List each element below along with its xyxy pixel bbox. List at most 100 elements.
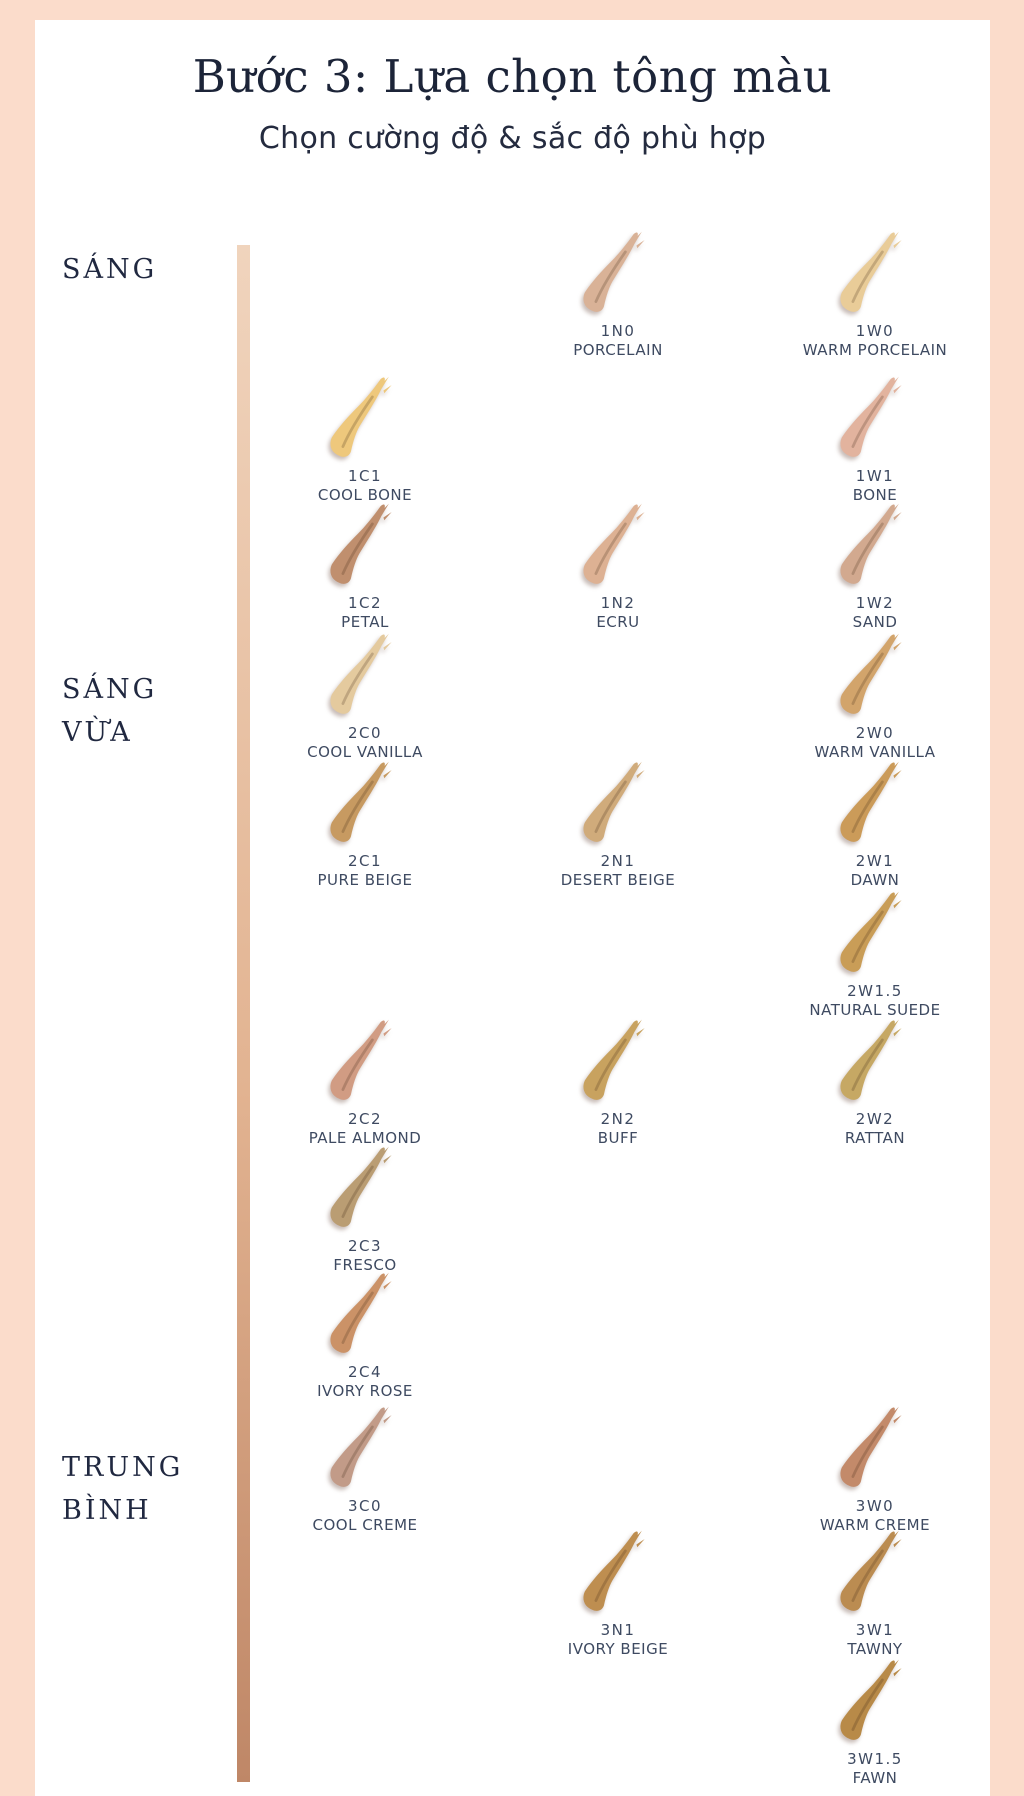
intensity-label-line: SÁNG [62, 254, 158, 285]
shade-caption: 2C1 PURE BEIGE [245, 852, 485, 890]
intensity-label-trung-binh: TRUNG BÌNH [62, 1446, 237, 1532]
shade-code: 3W0 [855, 1497, 895, 1515]
shade-item-1w1: 1W1 BONE [755, 373, 995, 505]
foundation-swatch-smear [839, 1658, 904, 1742]
shade-item-1w2: 1W2 SAND [755, 500, 995, 632]
shade-name: COOL CREME [312, 1516, 418, 1534]
foundation-swatch-smear [329, 375, 394, 459]
shade-item-3c0: 3C0 COOL CREME [245, 1403, 485, 1535]
shade-code: 2C1 [347, 852, 383, 870]
shade-name: RATTAN [844, 1129, 906, 1147]
page-title: Bước 3: Lựa chọn tông màu [192, 50, 833, 103]
shade-code: 2N1 [600, 852, 636, 870]
shade-code: 2N2 [600, 1110, 636, 1128]
shade-name: WARM CREME [819, 1516, 931, 1534]
shade-item-1w0: 1W0 WARM PORCELAIN [755, 228, 995, 360]
shade-caption: 1W0 WARM PORCELAIN [755, 322, 995, 360]
shade-code: 1W2 [855, 594, 895, 612]
shade-code: 3C0 [347, 1497, 383, 1515]
foundation-swatch-smear [839, 1529, 904, 1613]
shade-name: WARM PORCELAIN [802, 341, 948, 359]
shade-item-1n0: 1N0 PORCELAIN [498, 228, 738, 360]
shade-code: 2W0 [855, 724, 895, 742]
shade-code: 2C0 [347, 724, 383, 742]
shade-name: FRESCO [333, 1256, 397, 1274]
foundation-swatch-smear [582, 1018, 647, 1102]
shade-caption: 3C0 COOL CREME [245, 1497, 485, 1535]
foundation-swatch-smear [839, 760, 904, 844]
shade-code: 2W2 [855, 1110, 895, 1128]
shade-item-2c2: 2C2 PALE ALMOND [245, 1016, 485, 1148]
shade-code: 2C3 [347, 1237, 383, 1255]
intensity-scale-bar [237, 245, 250, 1782]
shade-code: 1N0 [600, 322, 636, 340]
shade-caption: 1N0 PORCELAIN [498, 322, 738, 360]
shade-caption: 2C0 COOL VANILLA [245, 724, 485, 762]
foundation-swatch-smear [839, 1018, 904, 1102]
foundation-swatch-smear [839, 632, 904, 716]
shade-name: PURE BEIGE [317, 871, 413, 889]
shade-item-2n1: 2N1 DESERT BEIGE [498, 758, 738, 890]
shade-caption: 1C2 PETAL [245, 594, 485, 632]
shade-caption: 2C2 PALE ALMOND [245, 1110, 485, 1148]
shade-item-2c1: 2C1 PURE BEIGE [245, 758, 485, 890]
intensity-label-line: TRUNG [62, 1452, 184, 1483]
frame-border-right [990, 0, 1024, 1796]
shade-caption: 3W1.5 FAWN [755, 1750, 995, 1788]
foundation-swatch-smear [582, 760, 647, 844]
shade-caption: 1W1 BONE [755, 467, 995, 505]
shade-caption: 3W1 TAWNY [755, 1621, 995, 1659]
shade-name: COOL VANILLA [307, 743, 423, 761]
shade-caption: 2W1 DAWN [755, 852, 995, 890]
intensity-label-line: SÁNG [62, 674, 158, 705]
shade-item-3n1: 3N1 IVORY BEIGE [498, 1527, 738, 1659]
shade-name: TAWNY [847, 1640, 903, 1658]
foundation-swatch-smear [582, 1529, 647, 1613]
shade-caption: 3N1 IVORY BEIGE [498, 1621, 738, 1659]
frame-border-top [0, 0, 1024, 20]
shade-name: DESERT BEIGE [560, 871, 676, 889]
shade-code: 2C4 [347, 1363, 383, 1381]
shade-name: PALE ALMOND [308, 1129, 422, 1147]
intensity-label-line: VỪA [62, 717, 133, 748]
shade-name: BONE [852, 486, 898, 504]
shade-name: ECRU [596, 613, 640, 631]
foundation-swatch-smear [839, 375, 904, 459]
foundation-swatch-smear [329, 1271, 394, 1355]
shade-code: 2W1.5 [847, 982, 903, 1000]
shade-code: 1C1 [347, 467, 383, 485]
shade-name: SAND [852, 613, 898, 631]
foundation-swatch-smear [329, 1145, 394, 1229]
shade-item-2c0: 2C0 COOL VANILLA [245, 630, 485, 762]
shade-caption: 1N2 ECRU [498, 594, 738, 632]
frame-border-left [0, 0, 35, 1796]
shade-name: PORCELAIN [573, 341, 663, 359]
foundation-swatch-smear [329, 502, 394, 586]
shade-item-2c4: 2C4 IVORY ROSE [245, 1269, 485, 1401]
shade-caption: 3W0 WARM CREME [755, 1497, 995, 1535]
intensity-label-sang-vua: SÁNG VỪA [62, 668, 237, 754]
shade-item-3w1-5: 3W1.5 FAWN [755, 1656, 995, 1788]
shade-item-1n2: 1N2 ECRU [498, 500, 738, 632]
foundation-swatch-smear [839, 230, 904, 314]
shade-item-2w1: 2W1 DAWN [755, 758, 995, 890]
foundation-swatch-smear [329, 1405, 394, 1489]
shade-name: BUFF [597, 1129, 639, 1147]
shade-item-2w0: 2W0 WARM VANILLA [755, 630, 995, 762]
shade-code: 2C2 [347, 1110, 383, 1128]
shade-item-2w1-5: 2W1.5 NATURAL SUEDE [755, 888, 995, 1020]
shade-name: NATURAL SUEDE [809, 1001, 941, 1019]
shade-caption: 2W1.5 NATURAL SUEDE [755, 982, 995, 1020]
foundation-swatch-smear [329, 760, 394, 844]
shade-code: 3W1 [855, 1621, 895, 1639]
foundation-swatch-smear [839, 1405, 904, 1489]
shade-item-2c3: 2C3 FRESCO [245, 1143, 485, 1275]
shade-item-3w1: 3W1 TAWNY [755, 1527, 995, 1659]
shade-code: 1C2 [347, 594, 383, 612]
shade-name: FAWN [852, 1769, 898, 1787]
foundation-swatch-smear [839, 890, 904, 974]
shade-code: 3N1 [600, 1621, 636, 1639]
page-subtitle: Chọn cường độ & sắc độ phù hợp [258, 121, 767, 156]
shade-caption: 2N1 DESERT BEIGE [498, 852, 738, 890]
